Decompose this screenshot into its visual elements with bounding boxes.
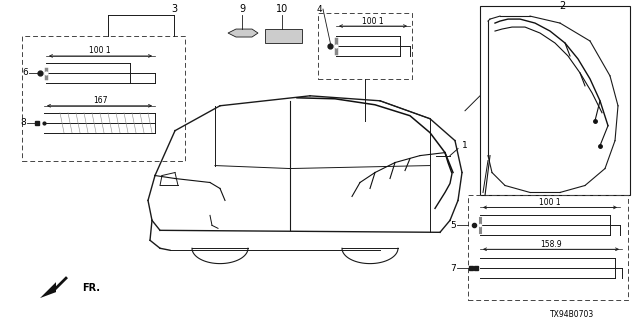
Text: 1: 1 <box>462 141 468 150</box>
Text: 3: 3 <box>171 4 177 14</box>
Text: TX94B0703: TX94B0703 <box>550 309 594 318</box>
Bar <box>480 6 630 196</box>
Text: 9: 9 <box>239 4 245 14</box>
Text: 5: 5 <box>451 221 456 230</box>
Polygon shape <box>265 29 302 43</box>
Text: 167: 167 <box>93 96 108 105</box>
Bar <box>318 13 412 79</box>
Text: 158.9: 158.9 <box>540 240 562 249</box>
Text: 10: 10 <box>276 4 288 14</box>
Text: 4: 4 <box>316 4 322 14</box>
Polygon shape <box>40 282 56 298</box>
Text: 2: 2 <box>559 1 565 11</box>
Text: 8: 8 <box>20 118 26 127</box>
Bar <box>468 196 628 300</box>
Text: 100 1: 100 1 <box>539 198 561 207</box>
Bar <box>22 36 185 161</box>
Text: FR.: FR. <box>82 283 100 293</box>
Polygon shape <box>228 29 258 37</box>
Text: 7: 7 <box>451 264 456 273</box>
Text: 6: 6 <box>22 68 28 77</box>
Text: 100 1: 100 1 <box>362 17 384 26</box>
Text: 100 1: 100 1 <box>89 46 111 55</box>
